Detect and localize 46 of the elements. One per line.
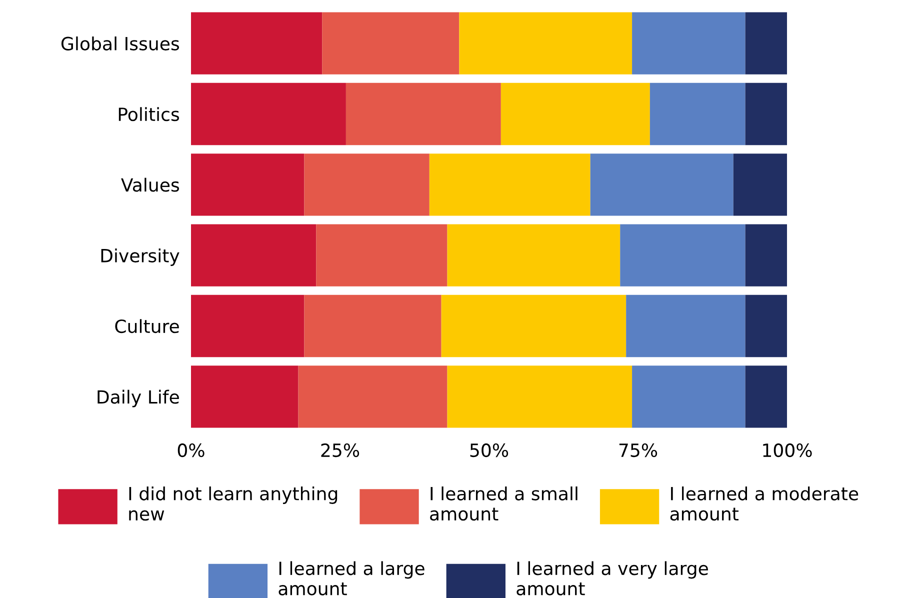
x-tick-label: 25%: [321, 443, 360, 458]
bar: [304, 154, 430, 216]
bar: [745, 12, 787, 74]
bar: [626, 294, 746, 358]
bar: [632, 366, 746, 428]
bar: [191, 154, 304, 216]
legend-label: I learned a very large amount: [516, 561, 708, 596]
legend-label: I learned a moderate amount: [670, 486, 858, 521]
bar: [745, 82, 787, 146]
bar: [191, 224, 316, 286]
bar: [322, 12, 460, 74]
bar: [441, 294, 626, 358]
x-tick-label: 0%: [178, 443, 204, 458]
bar: [733, 154, 787, 216]
y-tick-label: Values: [121, 178, 180, 192]
bar: [459, 12, 632, 74]
bar: [620, 224, 746, 286]
legend-label: I learned a large amount: [278, 561, 424, 596]
bar: [304, 294, 442, 358]
y-tick-label: Diversity: [101, 248, 180, 266]
x-tick-label: 50%: [470, 443, 508, 458]
bar: [346, 82, 501, 146]
y-tick-label: Culture: [115, 319, 179, 334]
bar: [447, 366, 632, 428]
bar: [590, 154, 734, 216]
bar: [447, 224, 620, 286]
bar: [191, 294, 304, 358]
bar: [191, 82, 346, 146]
legend-label: I did not learn anything new: [129, 486, 338, 521]
x-tick-label: 100%: [763, 443, 812, 458]
bar: [316, 224, 448, 286]
y-tick-label: Global Issues: [61, 36, 180, 50]
bar: [500, 82, 650, 146]
bar: [650, 82, 746, 146]
legend-label: I learned a small amount: [430, 486, 578, 521]
bar: [191, 12, 322, 74]
y-tick-label: Daily Life: [98, 390, 179, 408]
bar: [745, 366, 787, 428]
bar: [632, 12, 746, 74]
bar: [745, 224, 787, 286]
bar: [191, 366, 298, 428]
bar: [298, 366, 448, 428]
bar: [745, 294, 787, 358]
bar: [429, 154, 590, 216]
y-tick-label: Politics: [118, 107, 180, 122]
x-tick-label: 75%: [619, 443, 658, 458]
